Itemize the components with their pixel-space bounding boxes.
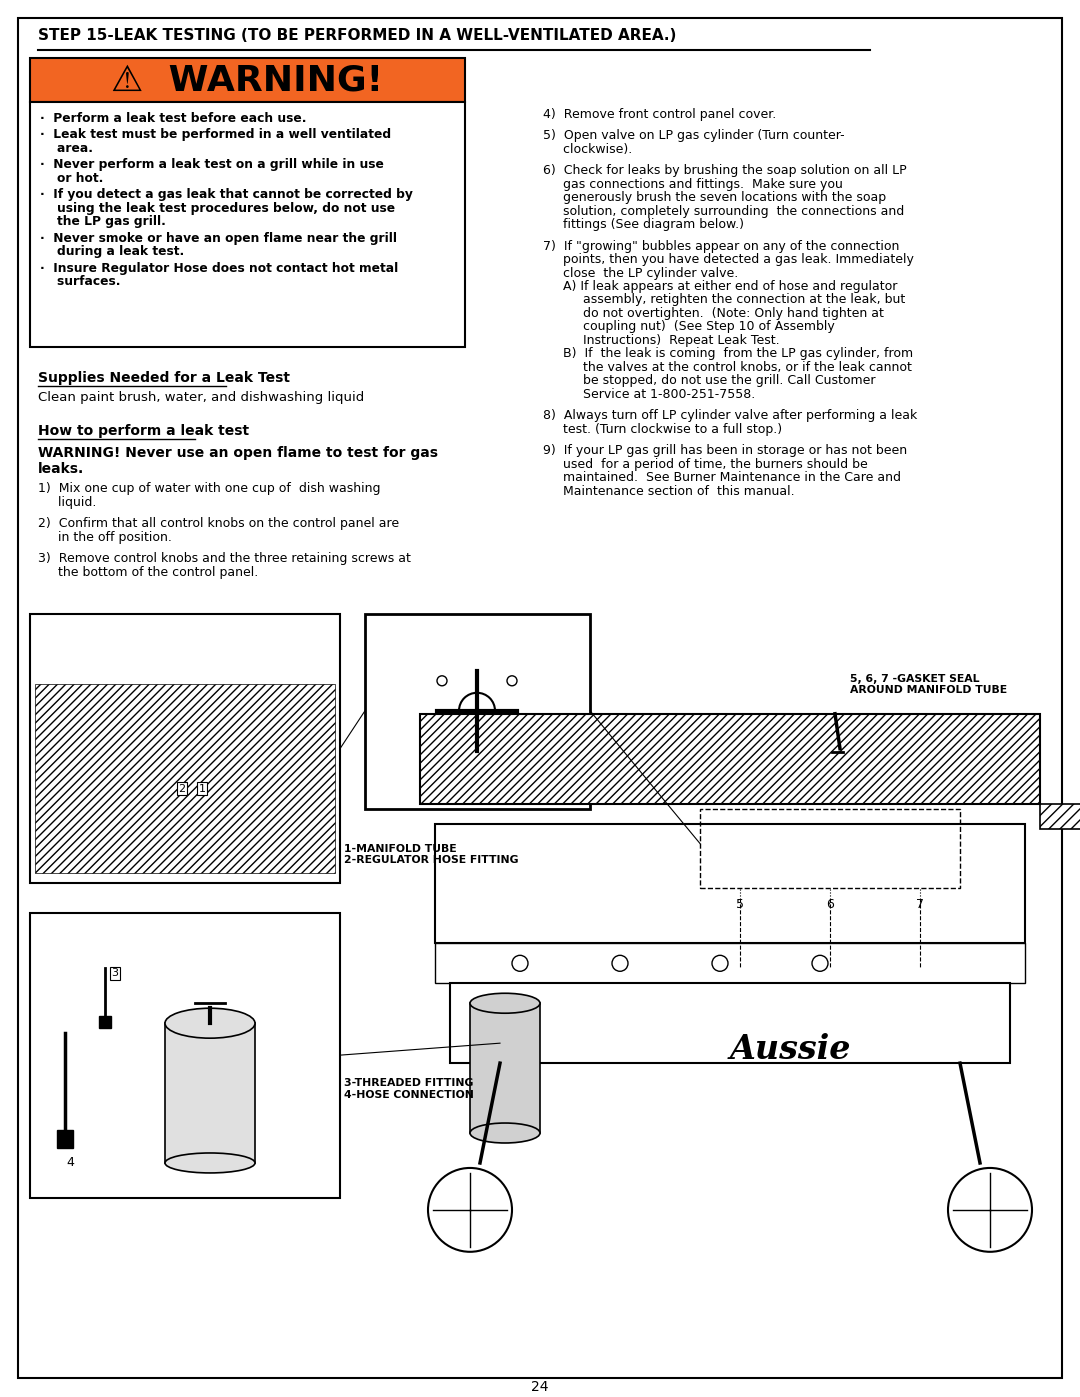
- Bar: [435, 824, 1025, 943]
- Bar: [435, 943, 1025, 983]
- Bar: [30, 613, 340, 883]
- Text: 1)  Mix one cup of water with one cup of  dish washing: 1) Mix one cup of water with one cup of …: [38, 482, 380, 495]
- Circle shape: [612, 956, 627, 971]
- Text: Clean paint brush, water, and dishwashing liquid: Clean paint brush, water, and dishwashin…: [38, 391, 364, 404]
- Text: Aussie: Aussie: [729, 1034, 851, 1066]
- Text: 4)  Remove front control panel cover.: 4) Remove front control panel cover.: [543, 108, 777, 120]
- Text: do not overtighten.  (Note: Only hand tighten at: do not overtighten. (Note: Only hand tig…: [543, 307, 883, 320]
- Circle shape: [437, 676, 447, 686]
- Circle shape: [507, 676, 517, 686]
- Text: 4: 4: [66, 1157, 73, 1169]
- Text: 5: 5: [735, 898, 744, 911]
- Text: ·  Leak test must be performed in a well ventilated: · Leak test must be performed in a well …: [40, 129, 391, 141]
- Text: 7: 7: [916, 898, 924, 911]
- Text: Instructions)  Repeat Leak Test.: Instructions) Repeat Leak Test.: [543, 334, 780, 346]
- Text: area.: area.: [40, 141, 93, 155]
- Text: 2)  Confirm that all control knobs on the control panel are: 2) Confirm that all control knobs on the…: [38, 517, 400, 529]
- Circle shape: [812, 956, 828, 971]
- Text: the valves at the control knobs, or if the leak cannot: the valves at the control knobs, or if t…: [543, 360, 912, 374]
- Bar: [450, 983, 1010, 1063]
- Text: WARNING! Never use an open flame to test for gas
leaks.: WARNING! Never use an open flame to test…: [38, 446, 438, 476]
- Text: test. (Turn clockwise to a full stop.): test. (Turn clockwise to a full stop.): [543, 423, 782, 436]
- Text: 3: 3: [111, 968, 119, 978]
- Text: 9)  If your LP gas grill has been in storage or has not been: 9) If your LP gas grill has been in stor…: [543, 444, 907, 457]
- Text: surfaces.: surfaces.: [40, 275, 121, 288]
- Text: gas connections and fittings.  Make sure you: gas connections and fittings. Make sure …: [543, 177, 842, 190]
- Circle shape: [712, 956, 728, 971]
- Text: 6: 6: [826, 898, 834, 911]
- Ellipse shape: [165, 1009, 255, 1038]
- Circle shape: [459, 693, 495, 729]
- Bar: [365, 613, 590, 809]
- Text: B)  If  the leak is coming  from the LP gas cylinder, from: B) If the leak is coming from the LP gas…: [543, 348, 913, 360]
- Text: clockwise).: clockwise).: [543, 142, 632, 155]
- Text: STEP 15-LEAK TESTING (TO BE PERFORMED IN A WELL-VENTILATED AREA.): STEP 15-LEAK TESTING (TO BE PERFORMED IN…: [38, 28, 676, 43]
- Text: or hot.: or hot.: [40, 172, 104, 184]
- Text: ·  If you detect a gas leak that cannot be corrected by: · If you detect a gas leak that cannot b…: [40, 189, 413, 201]
- Text: 7)  If "growing" bubbles appear on any of the connection: 7) If "growing" bubbles appear on any of…: [543, 239, 900, 253]
- Text: Maintenance section of  this manual.: Maintenance section of this manual.: [543, 485, 795, 497]
- Text: using the leak test procedures below, do not use: using the leak test procedures below, do…: [40, 201, 395, 215]
- Text: the LP gas grill.: the LP gas grill.: [40, 215, 166, 228]
- Ellipse shape: [165, 1153, 255, 1173]
- Bar: [35, 683, 335, 873]
- Text: 1: 1: [199, 784, 205, 793]
- Text: 5)  Open valve on LP gas cylinder (Turn counter-: 5) Open valve on LP gas cylinder (Turn c…: [543, 130, 845, 142]
- Circle shape: [437, 736, 447, 746]
- Text: 24: 24: [531, 1380, 549, 1394]
- Text: liquid.: liquid.: [38, 496, 96, 509]
- Circle shape: [428, 1168, 512, 1252]
- Circle shape: [948, 1168, 1032, 1252]
- Text: Supplies Needed for a Leak Test: Supplies Needed for a Leak Test: [38, 372, 291, 386]
- Text: assembly, retighten the connection at the leak, but: assembly, retighten the connection at th…: [543, 293, 905, 306]
- Text: 2: 2: [178, 784, 186, 793]
- Text: A) If leak appears at either end of hose and regulator: A) If leak appears at either end of hose…: [543, 279, 897, 293]
- Bar: [30, 57, 465, 102]
- Text: used  for a period of time, the burners should be: used for a period of time, the burners s…: [543, 458, 867, 471]
- Bar: [30, 102, 465, 348]
- Text: 3)  Remove control knobs and the three retaining screws at: 3) Remove control knobs and the three re…: [38, 552, 410, 564]
- Text: 3-THREADED FITTING
4-HOSE CONNECTION: 3-THREADED FITTING 4-HOSE CONNECTION: [345, 1078, 474, 1099]
- Text: 6)  Check for leaks by brushing the soap solution on all LP: 6) Check for leaks by brushing the soap …: [543, 165, 906, 177]
- Text: maintained.  See Burner Maintenance in the Care and: maintained. See Burner Maintenance in th…: [543, 471, 901, 485]
- Text: ·  Insure Regulator Hose does not contact hot metal: · Insure Regulator Hose does not contact…: [40, 261, 399, 275]
- Bar: [30, 914, 340, 1197]
- Text: generously brush the seven locations with the soap: generously brush the seven locations wit…: [543, 191, 886, 204]
- Text: close  the LP cylinder valve.: close the LP cylinder valve.: [543, 267, 739, 279]
- Text: in the off position.: in the off position.: [38, 531, 172, 543]
- Text: solution, completely surrounding  the connections and: solution, completely surrounding the con…: [543, 204, 904, 218]
- Bar: [1040, 803, 1080, 828]
- Bar: [470, 1003, 540, 1133]
- Text: points, then you have detected a gas leak. Immediately: points, then you have detected a gas lea…: [543, 253, 914, 265]
- Bar: [99, 1016, 111, 1028]
- Text: 5, 6, 7 -GASKET SEAL
AROUND MANIFOLD TUBE: 5, 6, 7 -GASKET SEAL AROUND MANIFOLD TUB…: [850, 673, 1008, 696]
- Text: coupling nut)  (See Step 10 of Assembly: coupling nut) (See Step 10 of Assembly: [543, 320, 835, 334]
- Text: 1-MANIFOLD TUBE
2-REGULATOR HOSE FITTING: 1-MANIFOLD TUBE 2-REGULATOR HOSE FITTING: [345, 844, 518, 865]
- Text: ·  Never perform a leak test on a grill while in use: · Never perform a leak test on a grill w…: [40, 158, 383, 172]
- Text: ·  Never smoke or have an open flame near the grill: · Never smoke or have an open flame near…: [40, 232, 397, 244]
- Bar: [165, 1023, 255, 1162]
- Text: ⚠  WARNING!: ⚠ WARNING!: [111, 64, 383, 98]
- Text: be stopped, do not use the grill. Call Customer: be stopped, do not use the grill. Call C…: [543, 374, 876, 387]
- Text: How to perform a leak test: How to perform a leak test: [38, 425, 249, 439]
- Ellipse shape: [470, 993, 540, 1013]
- Text: Service at 1-800-251-7558.: Service at 1-800-251-7558.: [543, 388, 755, 401]
- Text: the bottom of the control panel.: the bottom of the control panel.: [38, 566, 258, 578]
- Bar: [700, 809, 960, 888]
- Ellipse shape: [470, 1123, 540, 1143]
- Circle shape: [507, 736, 517, 746]
- Circle shape: [512, 956, 528, 971]
- Text: fittings (See diagram below.): fittings (See diagram below.): [543, 218, 744, 231]
- Text: ·  Perform a leak test before each use.: · Perform a leak test before each use.: [40, 112, 307, 124]
- Bar: [420, 714, 1040, 803]
- Text: 8)  Always turn off LP cylinder valve after performing a leak: 8) Always turn off LP cylinder valve aft…: [543, 409, 917, 422]
- Bar: [57, 1130, 73, 1148]
- Text: during a leak test.: during a leak test.: [40, 244, 185, 258]
